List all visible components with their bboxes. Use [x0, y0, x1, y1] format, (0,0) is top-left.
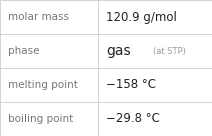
Text: boiling point: boiling point — [8, 114, 74, 124]
Text: phase: phase — [8, 46, 40, 56]
Text: molar mass: molar mass — [8, 12, 70, 22]
Text: −158 °C: −158 °C — [106, 78, 156, 92]
Text: −29.8 °C: −29.8 °C — [106, 112, 160, 126]
Text: melting point: melting point — [8, 80, 78, 90]
Text: gas: gas — [106, 44, 131, 58]
Text: (at STP): (at STP) — [153, 47, 186, 56]
Text: 120.9 g/mol: 120.9 g/mol — [106, 10, 177, 24]
